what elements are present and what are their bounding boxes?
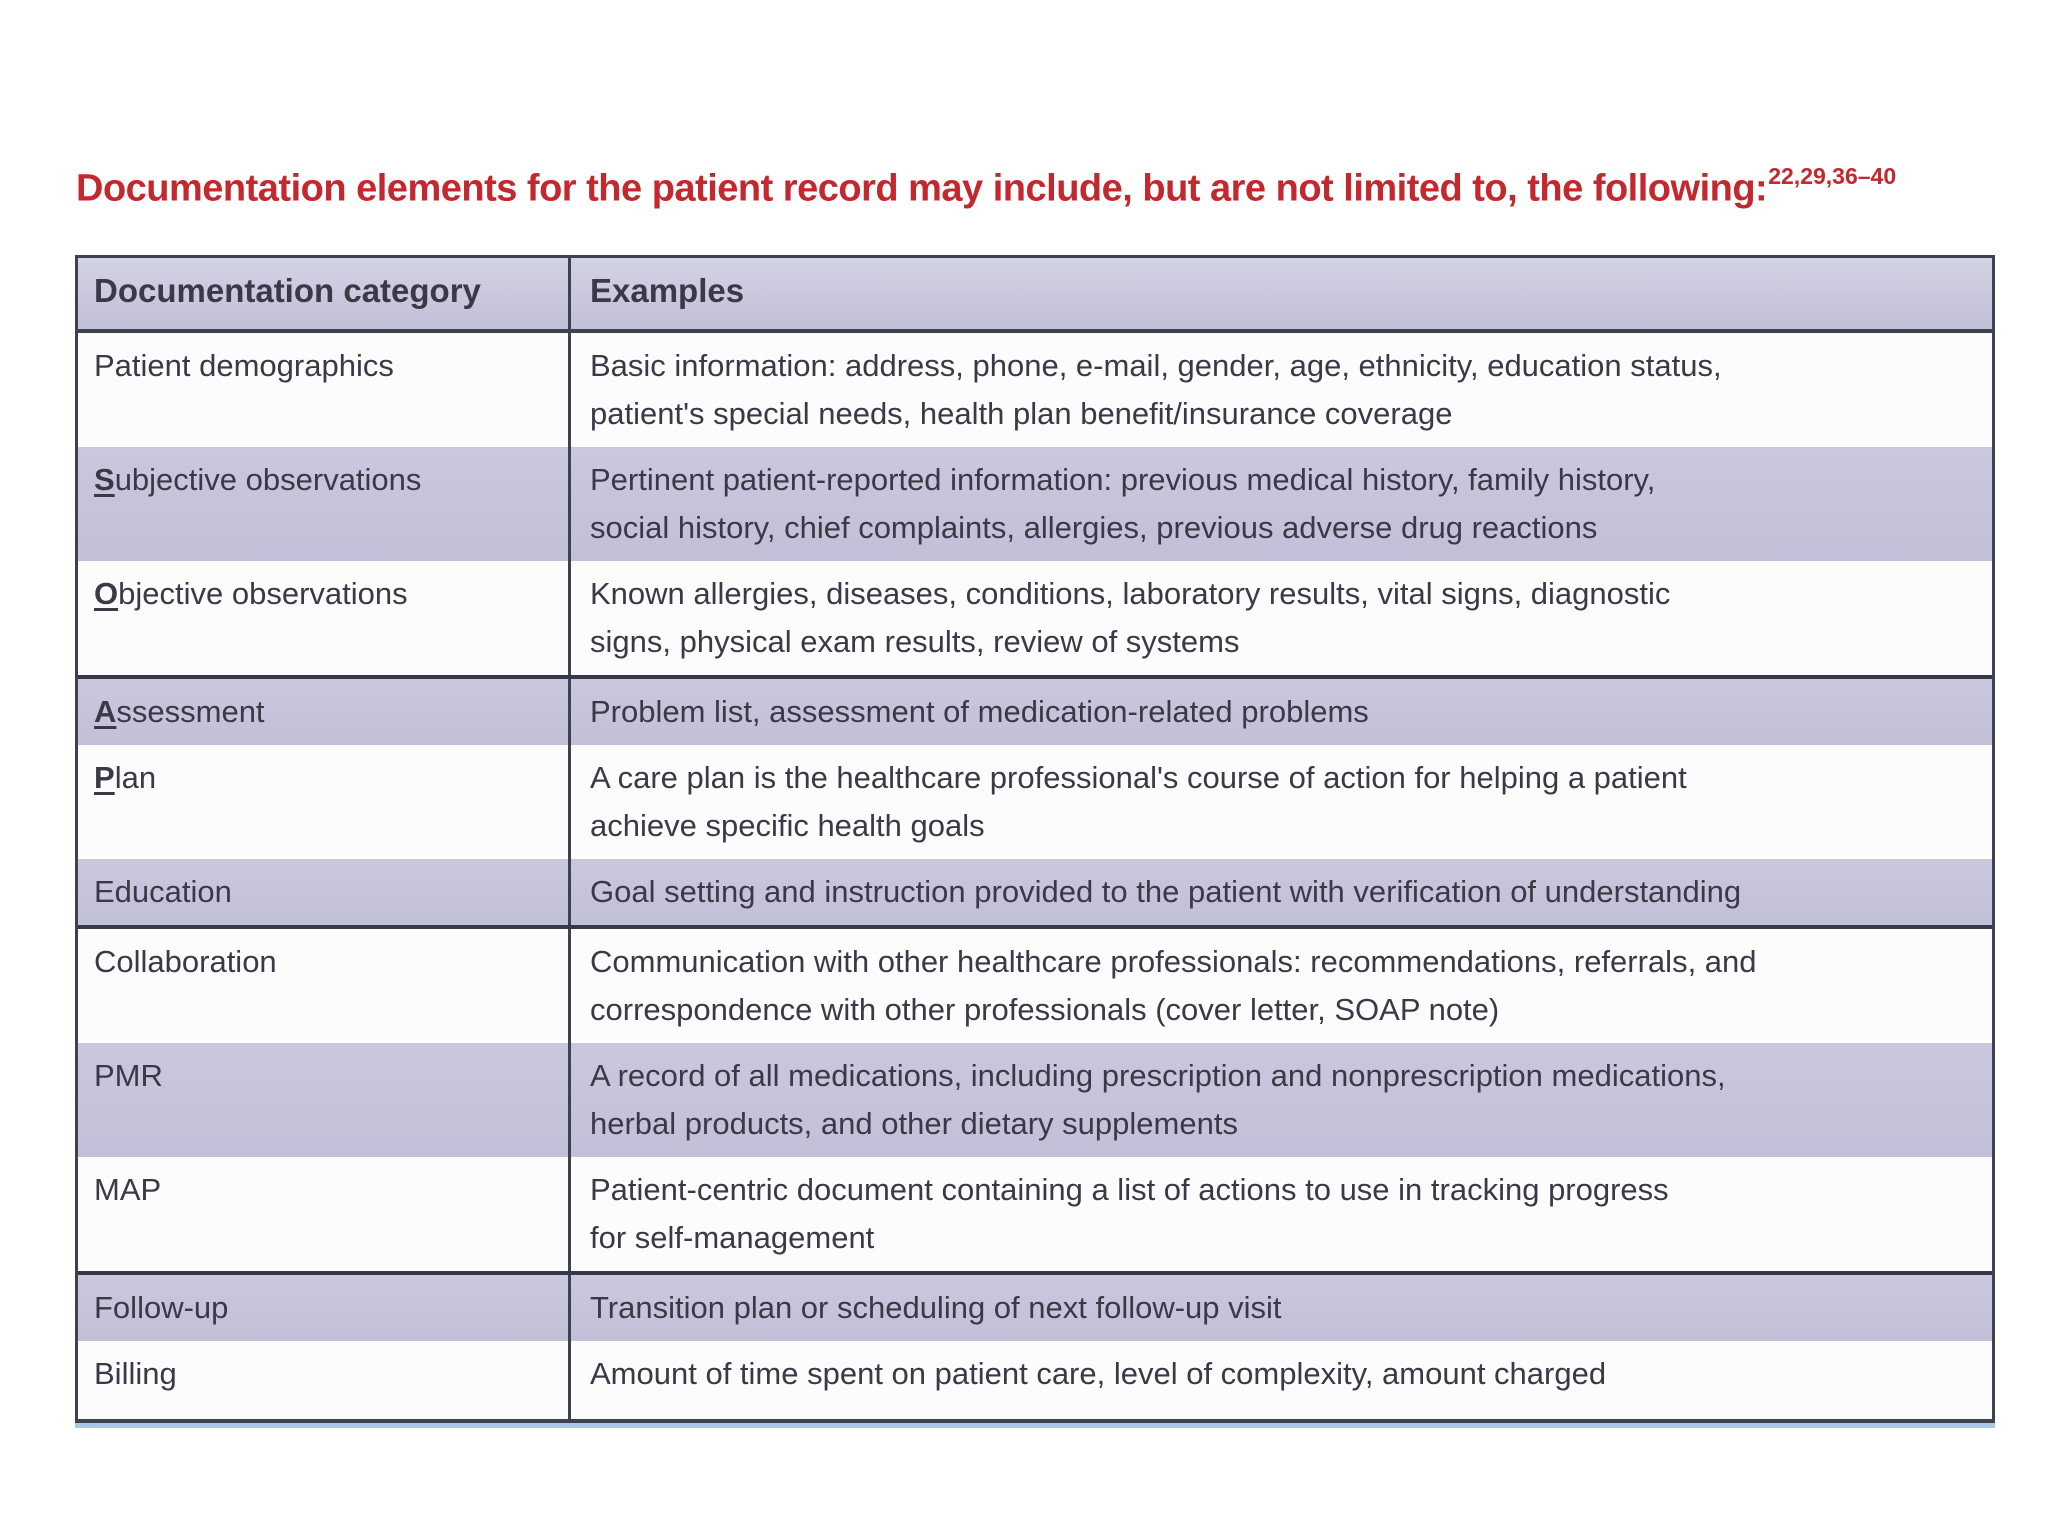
category-cell: Patient demographics <box>78 333 571 447</box>
category-label: Education <box>94 874 232 909</box>
table-row: Follow-up Transition plan or scheduling … <box>78 1271 1992 1341</box>
table-row: Patient demographics Basic information: … <box>78 333 1992 447</box>
category-label: bjective observations <box>118 576 408 611</box>
category-cell: Billing <box>78 1341 571 1419</box>
table-row: Objective observations Known allergies, … <box>78 561 1992 675</box>
category-label: ubjective observations <box>114 462 422 497</box>
example-cell: Basic information: address, phone, e-mai… <box>590 348 1722 431</box>
table-row: Education Goal setting and instruction p… <box>78 859 1992 925</box>
category-label: PMR <box>94 1058 163 1093</box>
example-cell: A record of all medications, including p… <box>590 1058 1726 1141</box>
category-label: lan <box>114 760 157 795</box>
category-label: ssessment <box>116 694 265 729</box>
example-cell: Amount of time spent on patient care, le… <box>590 1356 1607 1391</box>
table-row: Assessment Problem list, assessment of m… <box>78 675 1992 745</box>
table-row: PMR A record of all medications, includi… <box>78 1043 1992 1157</box>
category-label: Follow-up <box>94 1290 229 1325</box>
category-cell: Objective observations <box>78 561 571 675</box>
category-cell: Plan <box>78 745 571 859</box>
header-category: Documentation category <box>78 258 571 329</box>
category-cell: PMR <box>78 1043 571 1157</box>
category-initial: S <box>94 462 115 497</box>
page-title-text: Documentation elements for the patient r… <box>76 167 1768 210</box>
category-cell: Follow-up <box>78 1275 571 1341</box>
category-cell: Subjective observations <box>78 447 571 561</box>
category-initial: O <box>94 576 119 611</box>
table-row: MAP Patient-centric document containing … <box>78 1157 1992 1271</box>
table-row: Subjective observations Pertinent patien… <box>78 447 1992 561</box>
category-cell: MAP <box>78 1157 571 1271</box>
category-cell: Assessment <box>78 679 571 745</box>
example-cell: Communication with other healthcare prof… <box>590 944 1757 1027</box>
table-row: Billing Amount of time spent on patient … <box>78 1341 1992 1419</box>
example-cell: Goal setting and instruction provided to… <box>590 874 1742 909</box>
table-row: Collaboration Communication with other h… <box>78 925 1992 1043</box>
title-reference-superscript: 22,29,36–40 <box>1768 163 1897 189</box>
example-cell: A care plan is the healthcare profession… <box>590 760 1687 843</box>
example-cell: Pertinent patient-reported information: … <box>590 462 1656 545</box>
example-cell: Problem list, assessment of medication-r… <box>590 694 1369 729</box>
table-row: Plan A care plan is the healthcare profe… <box>78 745 1992 859</box>
category-initial: A <box>94 694 117 729</box>
page-title: Documentation elements for the patient r… <box>76 163 1897 211</box>
category-cell: Collaboration <box>78 929 571 1043</box>
category-cell: Education <box>78 859 571 925</box>
documentation-table: Documentation category Examples Patient … <box>75 255 1995 1423</box>
category-label: Collaboration <box>94 944 277 979</box>
category-label: Patient demographics <box>94 348 394 383</box>
category-label: Billing <box>94 1356 177 1391</box>
example-cell: Known allergies, diseases, conditions, l… <box>590 576 1671 659</box>
category-initial: P <box>94 760 115 795</box>
example-cell: Patient-centric document containing a li… <box>590 1172 1669 1255</box>
category-label: MAP <box>94 1172 162 1207</box>
header-examples: Examples <box>590 272 745 309</box>
example-cell: Transition plan or scheduling of next fo… <box>590 1290 1282 1325</box>
table-header-row: Documentation category Examples <box>78 258 1992 333</box>
